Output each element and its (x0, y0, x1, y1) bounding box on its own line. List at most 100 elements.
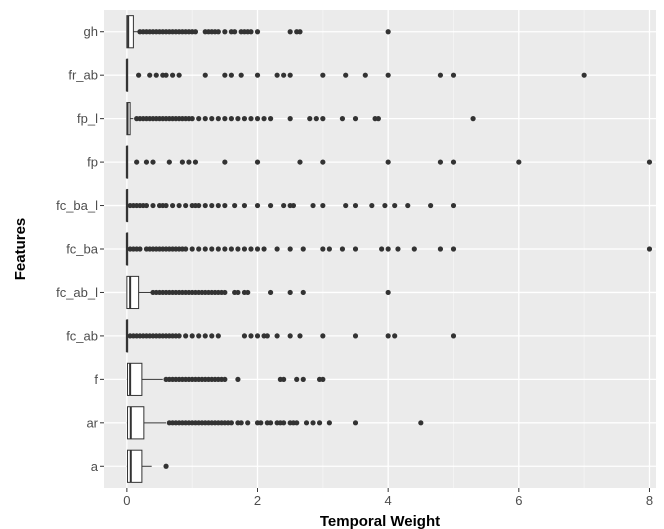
outlier-point (248, 333, 254, 339)
outlier-point (281, 376, 287, 382)
y-tick-label: f (94, 372, 98, 387)
outlier-point (235, 116, 241, 122)
outlier-point (215, 29, 221, 35)
outlier-point (352, 246, 359, 252)
y-tick-label: fp_l (77, 111, 98, 126)
outlier-point (202, 202, 208, 209)
outlier-point (196, 246, 202, 252)
outlier-point (300, 376, 306, 382)
y-tick-label: fc_ab_l (56, 285, 98, 300)
boxes-layer (125, 15, 653, 483)
outlier-point (320, 72, 326, 78)
box-fp (125, 145, 653, 179)
outlier-point (261, 116, 267, 122)
outlier-point (202, 72, 208, 78)
outlier-point (646, 246, 653, 252)
outlier-point (450, 246, 457, 252)
outlier-point (392, 202, 398, 209)
outlier-point (176, 333, 182, 339)
y-tick-label: fr_ab (68, 68, 98, 83)
outlier-point (163, 463, 169, 469)
outlier-point (248, 116, 254, 122)
outlier-point (287, 333, 293, 339)
outlier-point (254, 159, 261, 165)
outlier-point (287, 116, 293, 122)
outlier-point (450, 72, 457, 78)
outlier-point (248, 29, 254, 35)
outlier-point (209, 246, 215, 252)
outlier-point (222, 159, 228, 165)
outlier-point (183, 333, 189, 339)
outlier-point (209, 333, 215, 339)
y-tick-label: a (91, 459, 99, 474)
outlier-point (163, 202, 169, 209)
outlier-point (287, 29, 293, 35)
outlier-point (352, 333, 359, 339)
y-tick-label: fc_ba (66, 242, 99, 257)
outlier-point (428, 202, 434, 209)
outlier-point (352, 116, 359, 122)
outlier-point (385, 333, 391, 339)
outlier-point (294, 420, 300, 426)
outlier-point (150, 202, 156, 209)
outlier-point (176, 72, 182, 78)
outlier-point (375, 116, 381, 122)
outlier-point (215, 116, 221, 122)
outlier-point (241, 333, 248, 339)
y-axis-title: Features (12, 218, 29, 281)
outlier-point (143, 202, 150, 209)
box-fp_l (126, 102, 476, 136)
outlier-point (326, 420, 332, 426)
outlier-point (450, 159, 457, 165)
outlier-point (228, 246, 234, 252)
outlier-point (169, 72, 176, 78)
outlier-point (516, 159, 522, 165)
outlier-point (320, 246, 326, 252)
outlier-point (192, 159, 199, 165)
outlier-point (235, 289, 241, 296)
outlier-point (248, 246, 254, 252)
outlier-point (215, 246, 221, 252)
outlier-point (136, 72, 142, 78)
outlier-point (437, 72, 444, 78)
outlier-point (274, 246, 280, 252)
y-tick-label: fc_ba_l (56, 198, 98, 213)
outlier-point (385, 289, 391, 296)
outlier-point (352, 202, 359, 209)
y-tick-label: gh (84, 24, 98, 39)
outlier-point (222, 116, 228, 122)
outlier-point (166, 159, 172, 165)
outlier-point (238, 420, 244, 426)
outlier-point (313, 116, 319, 122)
outlier-point (287, 246, 293, 252)
outlier-point (300, 246, 306, 252)
outlier-point (235, 246, 241, 252)
outlier-point (290, 202, 297, 209)
outlier-point (287, 289, 293, 296)
outlier-point (267, 116, 274, 122)
outlier-point (183, 202, 189, 209)
outlier-point (186, 159, 192, 165)
box-fc_ba_l (125, 188, 457, 223)
outlier-point (202, 333, 208, 339)
outlier-point (137, 246, 143, 252)
outlier-point (254, 202, 261, 209)
outlier-point (470, 116, 476, 122)
outlier-point (382, 202, 388, 209)
outlier-point (385, 159, 391, 165)
outlier-point (392, 333, 398, 339)
outlier-point (241, 246, 248, 252)
outlier-point (254, 72, 261, 78)
outlier-point (232, 29, 238, 35)
outlier-point (281, 72, 287, 78)
box-rect (126, 15, 134, 49)
outlier-point (215, 333, 221, 339)
outlier-point (261, 246, 267, 252)
outlier-point (228, 116, 234, 122)
outlier-point (245, 420, 251, 426)
outlier-point (196, 333, 202, 339)
outlier-point (316, 420, 323, 426)
outlier-point (196, 202, 202, 209)
outlier-point (222, 246, 228, 252)
outlier-point (326, 246, 332, 252)
